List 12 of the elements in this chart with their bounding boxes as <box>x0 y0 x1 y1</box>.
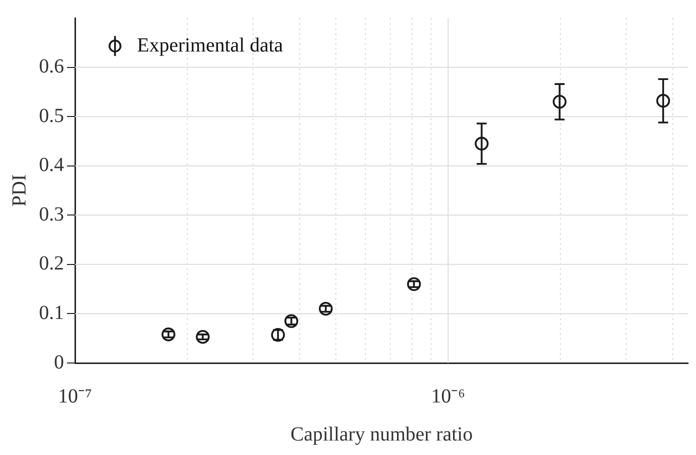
y-axis-title: PDI <box>8 174 30 207</box>
y-tick-label: 0.3 <box>39 203 64 226</box>
legend-label: Experimental data <box>137 34 284 56</box>
y-tick-label: 0.2 <box>39 252 64 275</box>
x-tick-label: 10⁻⁶ <box>431 385 466 408</box>
y-tick-label: 0.1 <box>39 302 64 324</box>
y-tick-label: 0 <box>54 351 64 374</box>
y-tick-label: 0.5 <box>39 104 64 127</box>
x-tick-label: 10⁻⁷ <box>58 385 92 408</box>
y-tick-label: 0.4 <box>39 154 64 176</box>
x-axis-title: Capillary number ratio <box>290 423 473 446</box>
y-tick-label: 0.6 <box>39 56 64 78</box>
